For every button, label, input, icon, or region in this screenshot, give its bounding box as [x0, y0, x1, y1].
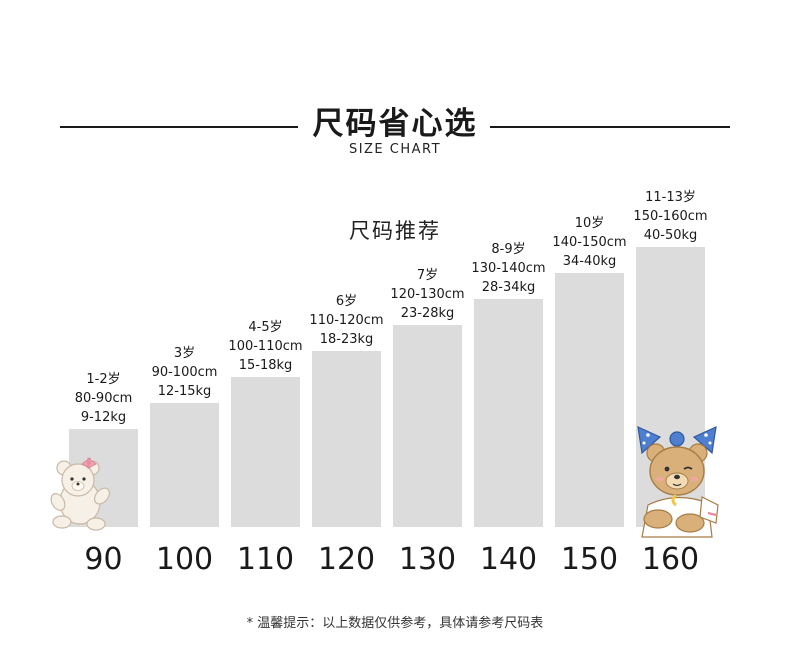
data-label-90-line-2: 80-90cm	[75, 391, 133, 406]
data-label-140-line-3: 28-34kg	[482, 280, 536, 295]
data-label-150-line-2: 140-150cm	[552, 235, 626, 250]
category-label-160: 160	[642, 542, 699, 577]
data-label-160-line-3: 40-50kg	[644, 228, 698, 243]
data-label-100-line-3: 12-15kg	[158, 384, 212, 399]
data-label-120-line-3: 18-23kg	[320, 332, 374, 347]
category-label-130: 130	[399, 542, 456, 577]
category-label-120: 120	[318, 542, 375, 577]
data-label-90-line-1: 1-2岁	[86, 372, 120, 387]
data-label-100-line-2: 90-100cm	[152, 365, 218, 380]
data-label-90-line-3: 9-12kg	[81, 410, 126, 425]
data-label-130-line-2: 120-130cm	[390, 287, 464, 302]
section-title: 尺码推荐	[349, 219, 441, 243]
category-label-150: 150	[561, 542, 618, 577]
bar-130	[393, 325, 462, 527]
bar-100	[150, 403, 219, 527]
category-label-110: 110	[237, 542, 294, 577]
bar-150	[555, 273, 624, 527]
data-label-130-line-1: 7岁	[417, 268, 438, 283]
header-rule-right	[490, 126, 730, 128]
blue-bow-teddy-bear-icon	[637, 425, 719, 538]
data-label-120-line-2: 110-120cm	[309, 313, 383, 328]
data-label-120-line-1: 6岁	[336, 294, 357, 309]
header-rule-left	[60, 126, 298, 128]
data-label-160-line-2: 150-160cm	[633, 209, 707, 224]
data-label-140-line-2: 130-140cm	[471, 261, 545, 276]
data-label-110-line-2: 100-110cm	[228, 339, 302, 354]
bar-110	[231, 377, 300, 527]
data-label-150-line-3: 34-40kg	[563, 254, 617, 269]
bar-140	[474, 299, 543, 527]
category-label-140: 140	[480, 542, 537, 577]
data-label-140-line-1: 8-9岁	[491, 242, 525, 257]
data-label-110-line-3: 15-18kg	[239, 358, 293, 373]
category-label-100: 100	[156, 542, 213, 577]
footnote: * 温馨提示：以上数据仅供参考，具体请参考尺码表	[246, 616, 544, 631]
data-label-130-line-3: 23-28kg	[401, 306, 455, 321]
page-title: 尺码省心选	[312, 106, 478, 142]
data-label-150-line-1: 10岁	[575, 216, 605, 231]
category-label-90: 90	[84, 542, 122, 577]
data-label-100-line-1: 3岁	[174, 346, 195, 361]
bar-120	[312, 351, 381, 527]
data-label-110-line-1: 4-5岁	[248, 320, 282, 335]
pink-bow-teddy-bear-icon	[50, 457, 110, 531]
page-subtitle: SIZE CHART	[348, 142, 442, 157]
data-label-160-line-1: 11-13岁	[645, 190, 696, 205]
